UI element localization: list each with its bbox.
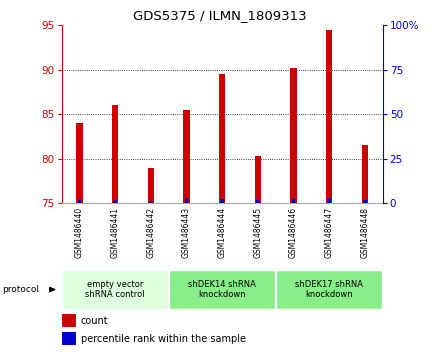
Text: GSM1486441: GSM1486441	[110, 207, 120, 257]
Bar	[363, 200, 367, 203]
Bar	[62, 314, 76, 327]
FancyBboxPatch shape	[169, 270, 275, 309]
Text: shDEK17 shRNA
knockdown: shDEK17 shRNA knockdown	[295, 280, 363, 299]
Bar	[326, 30, 333, 203]
Text: shDEK14 shRNA
knockdown: shDEK14 shRNA knockdown	[188, 280, 256, 299]
Bar	[220, 199, 224, 203]
Text: GSM1486446: GSM1486446	[289, 207, 298, 258]
Bar	[256, 200, 260, 203]
Bar	[327, 198, 331, 203]
Bar	[149, 201, 153, 203]
Bar	[362, 146, 368, 203]
Bar	[78, 200, 81, 203]
FancyBboxPatch shape	[62, 270, 168, 309]
Text: GSM1486443: GSM1486443	[182, 207, 191, 258]
Text: GSM1486448: GSM1486448	[360, 207, 370, 257]
Text: GSM1486442: GSM1486442	[147, 207, 155, 257]
Bar	[147, 168, 154, 203]
Text: GSM1486445: GSM1486445	[253, 207, 262, 258]
Text: GDS5375 / ILMN_1809313: GDS5375 / ILMN_1809313	[133, 9, 307, 22]
Text: percentile rank within the sample: percentile rank within the sample	[81, 334, 246, 344]
Bar	[76, 123, 83, 203]
FancyBboxPatch shape	[276, 270, 382, 309]
Text: GSM1486447: GSM1486447	[325, 207, 334, 258]
Text: GSM1486440: GSM1486440	[75, 207, 84, 258]
Bar	[255, 156, 261, 203]
Bar	[114, 200, 117, 203]
Bar	[292, 199, 295, 203]
Text: GSM1486444: GSM1486444	[218, 207, 227, 258]
Bar	[62, 332, 76, 345]
Text: empty vector
shRNA control: empty vector shRNA control	[85, 280, 145, 299]
Bar	[219, 74, 225, 203]
Text: protocol: protocol	[2, 285, 39, 294]
Bar	[183, 110, 190, 203]
Bar	[290, 68, 297, 203]
Bar	[112, 105, 118, 203]
Bar	[185, 198, 188, 203]
Text: count: count	[81, 315, 109, 326]
